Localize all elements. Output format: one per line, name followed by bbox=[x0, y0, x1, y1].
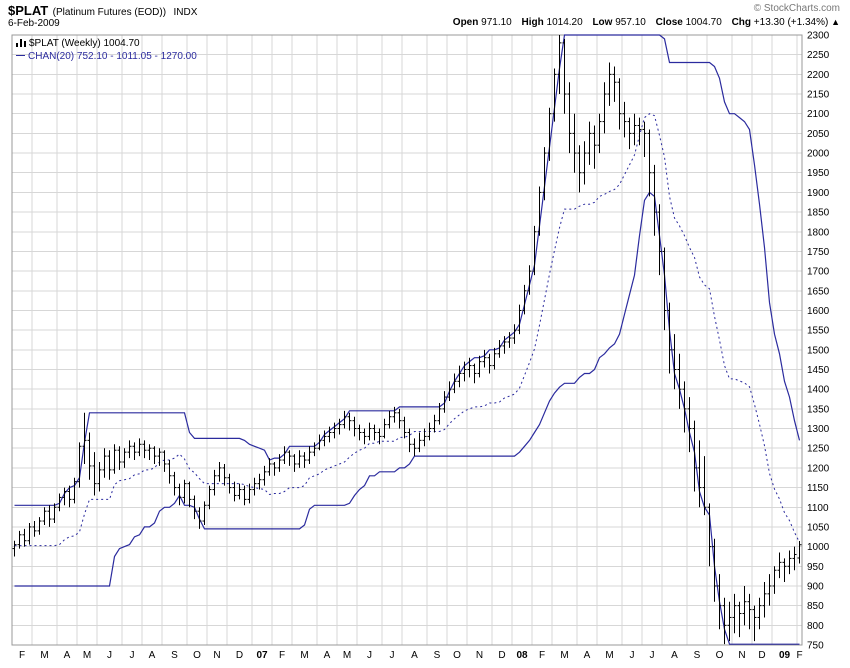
svg-text:F: F bbox=[19, 650, 25, 661]
svg-text:F: F bbox=[279, 650, 285, 661]
svg-text:M: M bbox=[605, 650, 613, 661]
svg-text:F: F bbox=[796, 650, 802, 661]
svg-text:D: D bbox=[758, 650, 765, 661]
svg-text:09: 09 bbox=[779, 650, 791, 661]
svg-text:O: O bbox=[453, 650, 461, 661]
svg-text:A: A bbox=[149, 650, 156, 661]
svg-text:1750: 1750 bbox=[807, 247, 830, 258]
svg-text:1400: 1400 bbox=[807, 385, 830, 396]
symbol-description: (Platinum Futures (EOD)) bbox=[52, 7, 167, 18]
symbol-title: $PLAT bbox=[8, 3, 49, 18]
high-value: 1014.20 bbox=[546, 17, 583, 28]
legend-symbol-text: $PLAT (Weekly) 1004.70 bbox=[29, 38, 140, 49]
svg-text:F: F bbox=[539, 650, 545, 661]
svg-text:1700: 1700 bbox=[807, 267, 830, 278]
svg-text:950: 950 bbox=[807, 562, 824, 573]
svg-text:S: S bbox=[434, 650, 441, 661]
svg-text:M: M bbox=[343, 650, 351, 661]
svg-text:900: 900 bbox=[807, 581, 824, 592]
svg-text:A: A bbox=[584, 650, 591, 661]
svg-text:J: J bbox=[650, 650, 655, 661]
svg-text:1150: 1150 bbox=[807, 483, 829, 494]
svg-text:1950: 1950 bbox=[807, 168, 830, 179]
quote-summary: Open 971.10 High 1014.20 Low 957.10 Clos… bbox=[453, 17, 840, 28]
svg-text:2150: 2150 bbox=[807, 90, 830, 101]
svg-text:2300: 2300 bbox=[807, 31, 830, 42]
svg-text:D: D bbox=[236, 650, 243, 661]
legend-channel-row: CHAN(20) 752.10 - 1011.05 - 1270.00 bbox=[16, 50, 197, 63]
chart-date: 6-Feb-2009 bbox=[8, 18, 60, 29]
svg-text:A: A bbox=[64, 650, 71, 661]
channel-line-swatch bbox=[16, 55, 25, 56]
legend-symbol-row: $PLAT (Weekly) 1004.70 bbox=[16, 37, 197, 50]
low-label: Low bbox=[592, 17, 613, 28]
svg-text:O: O bbox=[193, 650, 201, 661]
svg-text:1850: 1850 bbox=[807, 208, 830, 219]
svg-text:750: 750 bbox=[807, 641, 824, 652]
svg-text:M: M bbox=[300, 650, 308, 661]
close-label: Close bbox=[655, 17, 683, 28]
svg-text:2000: 2000 bbox=[807, 149, 830, 160]
svg-text:850: 850 bbox=[807, 601, 824, 612]
exchange-label: INDX bbox=[173, 7, 198, 18]
svg-text:1350: 1350 bbox=[807, 404, 830, 415]
svg-text:J: J bbox=[630, 650, 635, 661]
svg-text:J: J bbox=[107, 650, 112, 661]
open-value: 971.10 bbox=[481, 17, 512, 28]
svg-text:2100: 2100 bbox=[807, 109, 830, 120]
svg-text:J: J bbox=[130, 650, 135, 661]
svg-text:08: 08 bbox=[516, 650, 528, 661]
svg-text:S: S bbox=[694, 650, 701, 661]
svg-text:1600: 1600 bbox=[807, 306, 830, 317]
svg-text:O: O bbox=[716, 650, 724, 661]
bar-chart-icon bbox=[16, 38, 26, 47]
svg-text:1250: 1250 bbox=[807, 444, 830, 455]
svg-text:1100: 1100 bbox=[807, 503, 829, 514]
svg-text:N: N bbox=[476, 650, 483, 661]
open-label: Open bbox=[452, 17, 479, 28]
svg-text:07: 07 bbox=[256, 650, 268, 661]
svg-text:1900: 1900 bbox=[807, 188, 830, 199]
svg-text:M: M bbox=[40, 650, 48, 661]
svg-text:J: J bbox=[390, 650, 395, 661]
svg-text:A: A bbox=[324, 650, 331, 661]
chart-header: $PLAT (Platinum Futures (EOD)) INDX bbox=[8, 2, 197, 20]
chart-legend: $PLAT (Weekly) 1004.70 CHAN(20) 752.10 -… bbox=[16, 37, 197, 63]
low-value: 957.10 bbox=[615, 17, 646, 28]
chg-value: +13.30 (+1.34%) bbox=[753, 17, 829, 28]
svg-text:2050: 2050 bbox=[807, 129, 830, 140]
svg-text:M: M bbox=[83, 650, 91, 661]
svg-text:1550: 1550 bbox=[807, 326, 830, 337]
svg-text:2250: 2250 bbox=[807, 50, 830, 61]
svg-text:800: 800 bbox=[807, 621, 824, 632]
chg-label: Chg bbox=[731, 17, 752, 28]
svg-text:S: S bbox=[171, 650, 178, 661]
close-value: 1004.70 bbox=[685, 17, 722, 28]
svg-text:N: N bbox=[738, 650, 745, 661]
svg-text:2200: 2200 bbox=[807, 70, 830, 81]
svg-text:1500: 1500 bbox=[807, 345, 830, 356]
svg-text:D: D bbox=[498, 650, 505, 661]
svg-text:M: M bbox=[560, 650, 568, 661]
svg-text:1200: 1200 bbox=[807, 463, 830, 474]
svg-text:N: N bbox=[213, 650, 220, 661]
svg-text:1450: 1450 bbox=[807, 365, 830, 376]
svg-text:A: A bbox=[411, 650, 418, 661]
svg-text:1000: 1000 bbox=[807, 542, 830, 553]
legend-channel-text: CHAN(20) 752.10 - 1011.05 - 1270.00 bbox=[28, 51, 197, 62]
svg-text:1800: 1800 bbox=[807, 227, 830, 238]
high-label: High bbox=[521, 17, 544, 28]
up-arrow-icon: ▲ bbox=[831, 17, 840, 27]
svg-text:1650: 1650 bbox=[807, 286, 830, 297]
svg-text:A: A bbox=[671, 650, 678, 661]
svg-text:J: J bbox=[367, 650, 372, 661]
svg-text:1300: 1300 bbox=[807, 424, 830, 435]
copyright-text: © StockCharts.com bbox=[753, 3, 840, 14]
svg-text:1050: 1050 bbox=[807, 522, 830, 533]
